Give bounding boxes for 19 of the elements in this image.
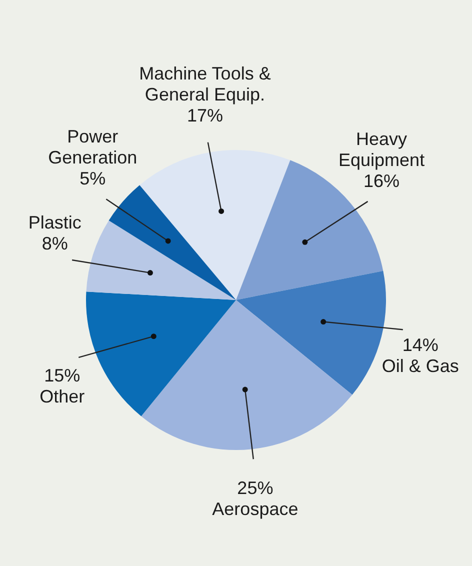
data-label: 5%: [80, 168, 106, 188]
slice-label: Oil & Gas: [382, 356, 459, 376]
slice-label: Aerospace: [212, 499, 298, 520]
pie-slice: [86, 292, 236, 416]
slice-label: Plastic: [28, 212, 82, 233]
data-label: 15%: [44, 366, 80, 386]
data-label: 8%: [42, 234, 68, 254]
pie-slice: [140, 150, 290, 300]
data-label: 25%: [237, 478, 274, 498]
data-label: 16%: [364, 170, 400, 191]
slice-label: Other: [40, 386, 85, 407]
pie-slice: [86, 220, 236, 300]
slice-label: Machine Tools & General Equip.: [139, 64, 271, 105]
pie-slice: [108, 185, 236, 300]
data-label: 14%: [402, 334, 438, 355]
pie-slice: [141, 300, 352, 450]
slice-label: Power Generation: [48, 126, 138, 168]
slice-label: Heavy Equipment: [338, 128, 425, 170]
data-label: 17%: [186, 106, 223, 126]
